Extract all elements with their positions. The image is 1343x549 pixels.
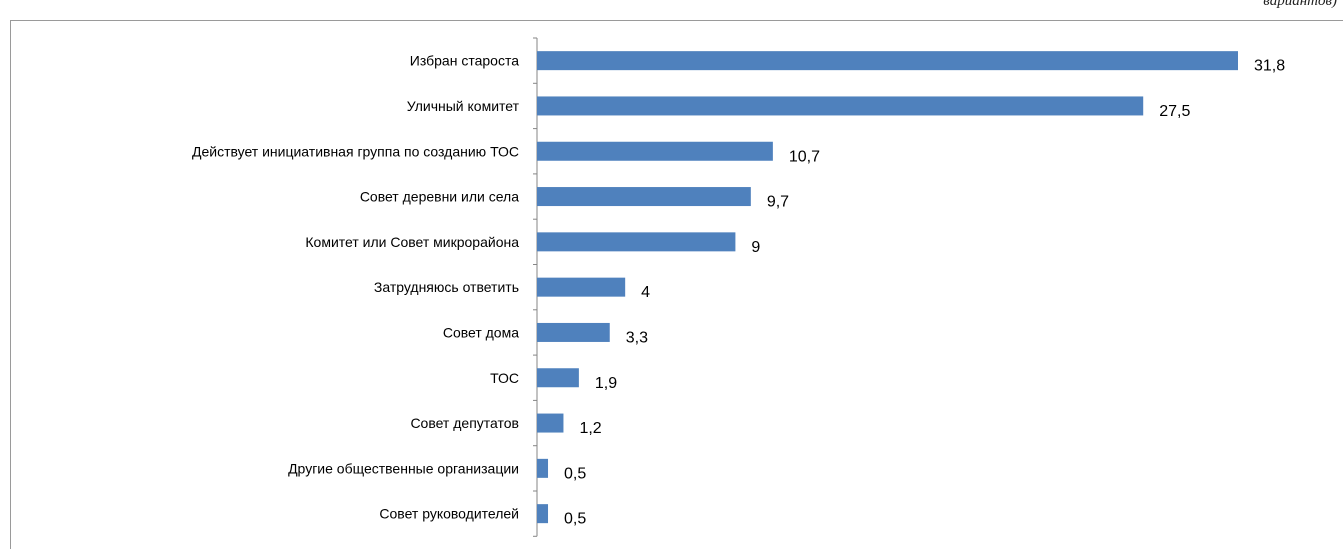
category-label: ТОС: [490, 370, 519, 386]
category-label: Совет деревни или села: [360, 189, 519, 205]
category-label: Совет депутатов: [410, 415, 519, 431]
category-label: Избран староста: [410, 53, 519, 69]
bar: [537, 504, 549, 524]
bar: [537, 96, 1144, 116]
bar: [537, 458, 549, 478]
header-caption: вариантов): [1263, 0, 1337, 9]
bar: [537, 51, 1238, 71]
category-label: Затрудняюсь ответить: [374, 279, 519, 295]
bar: [537, 277, 626, 297]
data-label: 1,2: [579, 420, 601, 437]
category-label: Совет дома: [443, 324, 519, 340]
bar: [537, 368, 579, 388]
category-label: Другие общественные организации: [288, 460, 519, 476]
data-label: 9,7: [767, 194, 789, 211]
bar: [537, 232, 736, 252]
data-label: 0,5: [564, 465, 586, 482]
data-label: 1,9: [595, 375, 617, 392]
bar: [537, 322, 610, 342]
category-label: Совет руководителей: [379, 506, 519, 522]
data-label: 0,5: [564, 511, 586, 528]
data-label: 3,3: [626, 329, 648, 346]
bar: [537, 413, 564, 433]
data-label: 9: [751, 239, 760, 256]
category-label: Уличный комитет: [407, 98, 520, 114]
data-label: 27,5: [1159, 103, 1190, 120]
label-layer: Избран староста 31,8 Уличный комитет 27,5 Де…: [192, 53, 1285, 528]
data-label: 10,7: [789, 148, 820, 165]
bar: [537, 187, 751, 207]
chart-frame: [10, 20, 1343, 549]
bar-layer: [537, 51, 1238, 524]
data-label: 4: [641, 284, 650, 301]
category-label: Действует инициативная группа по создани…: [192, 143, 519, 159]
data-label: 31,8: [1254, 58, 1285, 75]
axis-layer: [533, 37, 538, 537]
bar: [537, 141, 773, 161]
category-label: Комитет или Совет микрорайона: [305, 234, 519, 250]
